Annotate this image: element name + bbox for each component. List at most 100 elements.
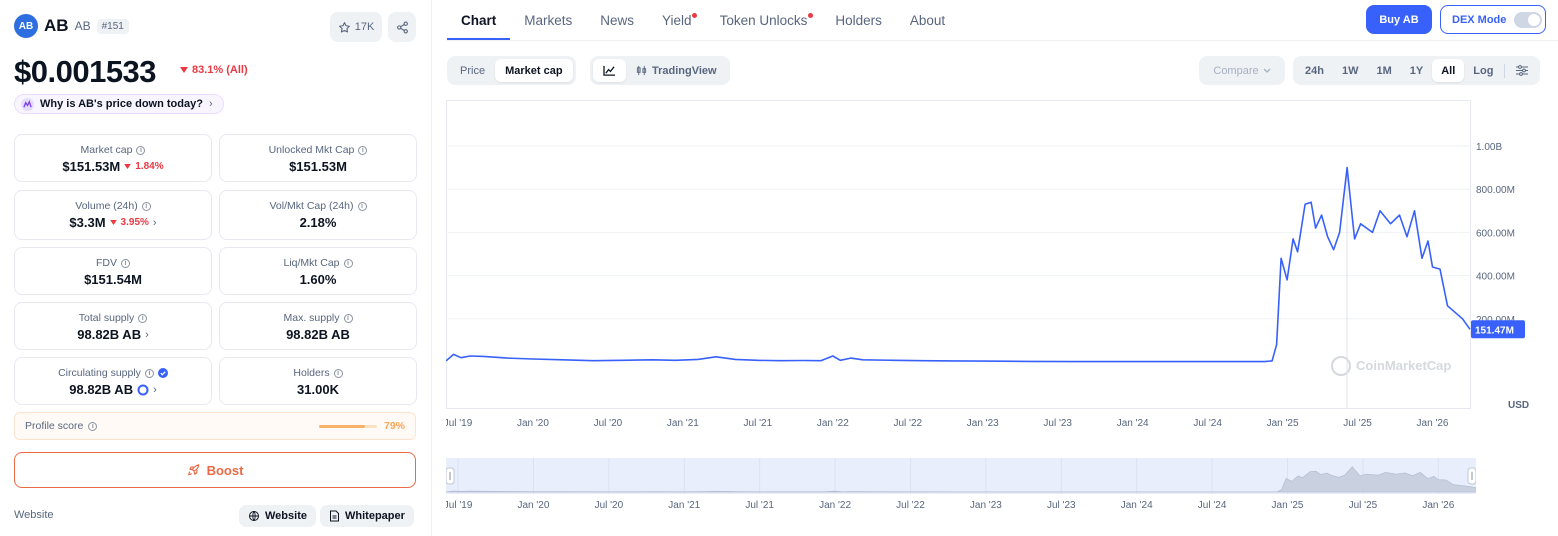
market-cap-option[interactable]: Market cap bbox=[495, 59, 573, 82]
x-tick-label: Jan '26 bbox=[1417, 418, 1449, 429]
navigator-tick-label: Jul '22 bbox=[896, 500, 925, 511]
line-chart-option[interactable] bbox=[593, 59, 626, 82]
dex-mode-toggle[interactable]: DEX Mode bbox=[1440, 5, 1546, 34]
caret-down-icon bbox=[124, 164, 132, 169]
info-icon[interactable]: i bbox=[333, 368, 343, 378]
tradingview-option[interactable]: TradingView bbox=[626, 59, 727, 82]
y-tick-label: 800.00M bbox=[1476, 185, 1515, 196]
document-icon bbox=[330, 510, 339, 522]
range-all[interactable]: All bbox=[1432, 59, 1465, 82]
boost-button[interactable]: Boost bbox=[14, 452, 416, 488]
price-option[interactable]: Price bbox=[460, 64, 486, 77]
stat-label: Circulating supply bbox=[58, 367, 141, 379]
caret-down-icon bbox=[180, 67, 188, 73]
compare-dropdown[interactable]: Compare bbox=[1199, 56, 1285, 85]
cmc-logo-icon bbox=[1331, 356, 1351, 376]
stat-label: Total supply bbox=[78, 312, 135, 324]
divider bbox=[1504, 63, 1506, 78]
info-icon[interactable]: i bbox=[136, 145, 146, 155]
website-link[interactable]: Website bbox=[239, 505, 316, 527]
stat-change: 3.95% bbox=[120, 217, 149, 228]
tab-label: News bbox=[600, 12, 635, 28]
coin-name: AB bbox=[44, 16, 69, 35]
stat-total-supply[interactable]: Total supply i 98.82B AB › bbox=[14, 302, 212, 350]
range-24h[interactable]: 24h bbox=[1305, 64, 1324, 77]
info-icon[interactable]: i bbox=[343, 258, 353, 268]
chart-range-navigator[interactable]: Jul '19 Jan '20 Jul '20 Jan '21 Jul '21 Jan '… bbox=[444, 458, 1477, 520]
navigator-tick-label: Jul '24 bbox=[1198, 500, 1227, 511]
chevron-right-icon: › bbox=[153, 383, 157, 396]
tab-yield[interactable]: Yield bbox=[648, 0, 706, 40]
info-icon[interactable]: i bbox=[144, 368, 154, 378]
info-icon[interactable]: i bbox=[141, 201, 151, 211]
x-tick-label: Jul '22 bbox=[893, 418, 922, 429]
x-tick-label: Jan '23 bbox=[967, 418, 999, 429]
info-icon[interactable]: i bbox=[343, 313, 353, 323]
tradingview-label: TradingView bbox=[652, 64, 717, 77]
tab-about[interactable]: About bbox=[896, 0, 959, 40]
chart-settings-button[interactable] bbox=[1507, 59, 1537, 82]
share-button[interactable] bbox=[388, 12, 416, 42]
chart-style-switch: TradingView bbox=[590, 56, 730, 85]
tab-label: Token Unlocks bbox=[719, 12, 808, 28]
price-change-value: 83.1% (All) bbox=[192, 64, 248, 76]
tab-label: Yield bbox=[662, 12, 692, 28]
profile-score[interactable]: Profile score i 79% bbox=[14, 412, 416, 440]
info-icon[interactable]: i bbox=[88, 421, 98, 431]
navigator-handle-right bbox=[1467, 467, 1477, 485]
x-tick-label: Jul '21 bbox=[744, 418, 773, 429]
chevron-right-icon: › bbox=[208, 98, 213, 110]
stat-value: 2.18% bbox=[299, 215, 337, 230]
navigator-tick-label: Jul '21 bbox=[745, 500, 774, 511]
tab-token-unlocks[interactable]: Token Unlocks bbox=[706, 0, 822, 40]
coin-overview-panel: AB AB AB #151 17K $0.001533 83.1% (All) … bbox=[0, 0, 432, 536]
time-range-switch: 24h 1W 1M 1Y All Log bbox=[1293, 56, 1541, 85]
x-tick-label: Jul '25 bbox=[1343, 418, 1372, 429]
info-icon[interactable]: i bbox=[357, 201, 367, 211]
x-tick-label: Jul '24 bbox=[1193, 418, 1222, 429]
stat-circulating-supply[interactable]: Circulating supply i 98.82B AB › bbox=[14, 357, 212, 405]
navigator-tick-label: Jan '20 bbox=[517, 500, 549, 511]
x-tick-label: Jan '25 bbox=[1267, 418, 1299, 429]
tab-holders[interactable]: Holders bbox=[821, 0, 896, 40]
why-price-down-link[interactable]: Why is AB's price down today? › bbox=[14, 94, 224, 114]
favorite-button[interactable]: 17K bbox=[330, 12, 382, 42]
supply-ring-icon bbox=[137, 384, 149, 395]
coin-logo: AB bbox=[14, 14, 38, 38]
stat-value: 98.82B AB bbox=[286, 327, 350, 342]
range-1y[interactable]: 1Y bbox=[1409, 64, 1424, 77]
tabs-divider bbox=[447, 40, 1558, 41]
line-chart-icon bbox=[603, 65, 615, 76]
chart-frame bbox=[446, 100, 1471, 409]
tab-markets[interactable]: Markets bbox=[510, 0, 586, 40]
x-tick-label: Jul '19 bbox=[446, 418, 473, 429]
navigator-tick-label: Jul '23 bbox=[1047, 500, 1076, 511]
compare-label: Compare bbox=[1213, 64, 1259, 77]
tab-label: Markets bbox=[524, 12, 573, 28]
toggle-switch[interactable] bbox=[1514, 11, 1543, 28]
x-tick-label: Jan '20 bbox=[517, 418, 549, 429]
range-1w[interactable]: 1W bbox=[1341, 64, 1359, 77]
tab-chart[interactable]: Chart bbox=[447, 0, 511, 40]
tab-news[interactable]: News bbox=[586, 0, 648, 40]
stat-value: $3.3M bbox=[69, 215, 106, 230]
log-scale-toggle[interactable]: Log bbox=[1473, 64, 1494, 77]
market-cap-line bbox=[445, 166, 1471, 363]
info-icon[interactable]: i bbox=[138, 313, 148, 323]
website-section-label: Website bbox=[14, 509, 54, 521]
x-tick-label: Jan '24 bbox=[1117, 418, 1149, 429]
range-1m[interactable]: 1M bbox=[1376, 64, 1392, 77]
notification-dot bbox=[808, 13, 814, 18]
y-tick-label: 1.00B bbox=[1476, 142, 1502, 153]
info-icon[interactable]: i bbox=[358, 145, 368, 155]
navigator-tick-label: Jan '23 bbox=[970, 500, 1002, 511]
stat-label: Unlocked Mkt Cap bbox=[268, 144, 355, 156]
whitepaper-link[interactable]: Whitepaper bbox=[320, 505, 414, 527]
stat-market-cap: Market cap i $151.53M 1.84% bbox=[14, 134, 212, 182]
x-tick-label: Jul '20 bbox=[594, 418, 623, 429]
stat-volume-24h[interactable]: Volume (24h) i $3.3M 3.95% › bbox=[14, 190, 212, 240]
stat-label: Holders bbox=[293, 367, 330, 379]
buy-button[interactable]: Buy AB bbox=[1366, 5, 1432, 34]
info-icon[interactable]: i bbox=[121, 258, 130, 268]
